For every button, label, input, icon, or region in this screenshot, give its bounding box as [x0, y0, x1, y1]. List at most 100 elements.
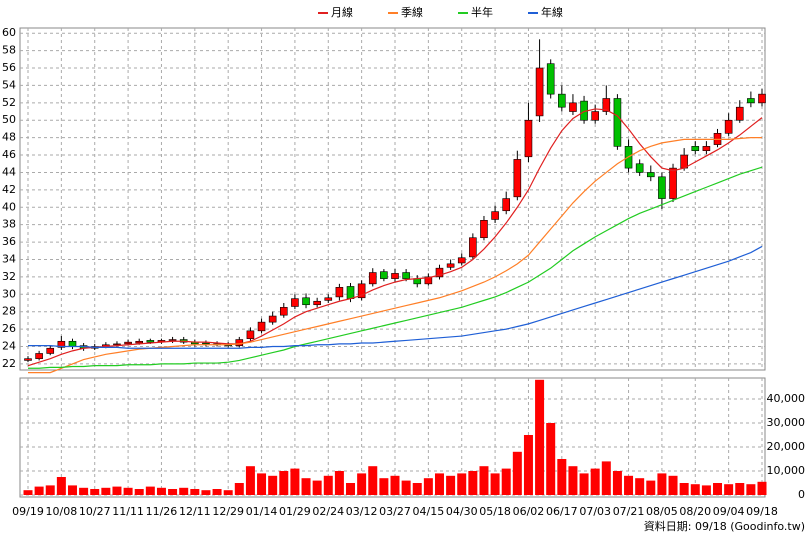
volume-bar: [257, 473, 267, 495]
candle-body: [168, 339, 177, 341]
y-tick-label: 10,000: [767, 464, 806, 477]
y-tick-label: 20,000: [767, 440, 806, 453]
volume-bar: [735, 483, 745, 495]
candle-body: [357, 283, 366, 299]
legend-label: 年線: [541, 5, 563, 19]
x-tick-label: 10/08: [46, 505, 78, 518]
candle-body: [313, 300, 321, 306]
y-tick-label: 24: [2, 340, 16, 353]
volume-bar: [612, 471, 622, 495]
volume-bar: [45, 485, 55, 495]
x-tick-label: 08/05: [646, 505, 678, 518]
candle-body: [646, 172, 655, 178]
candle-body: [457, 257, 466, 264]
volume-bar: [412, 483, 422, 495]
volume-bar: [190, 489, 200, 495]
y-tick-label: 56: [2, 61, 16, 74]
candle-body: [380, 271, 388, 279]
ma-line: [28, 245, 763, 349]
volume-bar: [212, 489, 222, 495]
volume-bar: [646, 480, 656, 495]
volume-bar: [112, 486, 122, 495]
candle-body: [735, 106, 744, 121]
y-tick-label: 22: [2, 357, 16, 370]
volume-bar: [334, 471, 344, 495]
volume-bar: [290, 468, 300, 495]
x-tick-label: 06/17: [546, 505, 578, 518]
y-tick-label: 34: [2, 252, 16, 265]
volume-bar: [624, 475, 634, 495]
y-tick-label: 30: [2, 287, 16, 300]
volume-bar: [601, 461, 611, 495]
x-tick-label: 01/14: [246, 505, 278, 518]
candle-body: [24, 358, 32, 361]
candle-body: [368, 272, 377, 285]
legend-label: 月線: [331, 5, 353, 19]
candle-body: [279, 307, 288, 316]
candle-body: [435, 267, 444, 278]
y-tick-label: 0: [798, 488, 805, 501]
legend-label: 半年: [471, 5, 493, 19]
volume-bar: [579, 473, 589, 495]
legend-label: 季線: [401, 5, 423, 19]
volume-bar: [701, 485, 711, 495]
y-tick-label: 60: [2, 26, 16, 39]
y-tick-label: 40,000: [767, 392, 806, 405]
volume-bar: [468, 471, 478, 495]
volume-bar: [557, 459, 567, 495]
volume-bar: [568, 466, 578, 495]
volume-bar: [501, 468, 511, 495]
x-tick-label: 12/29: [212, 505, 244, 518]
volume-bar: [56, 477, 66, 495]
x-tick-label: 09/19: [12, 505, 44, 518]
volume-bar: [535, 379, 545, 495]
y-tick-label: 42: [2, 183, 16, 196]
volume-bar: [357, 473, 367, 495]
candle-body: [202, 342, 210, 345]
volume-bar: [201, 490, 211, 495]
volume-bar: [401, 480, 411, 495]
candle-body: [569, 102, 577, 112]
candle-body: [57, 340, 66, 348]
candle-body: [480, 220, 488, 239]
candle-body: [691, 146, 700, 152]
y-tick-label: 44: [2, 165, 16, 178]
volume-bar: [546, 423, 556, 495]
candle-body: [758, 93, 766, 104]
candle-body: [135, 340, 144, 344]
volume-bar: [34, 486, 44, 495]
candle-body: [257, 321, 266, 332]
y-tick-label: 38: [2, 218, 16, 231]
candle-body: [124, 341, 132, 345]
volume-bar: [346, 483, 356, 495]
volume-bar: [457, 473, 467, 495]
volume-bar: [746, 484, 756, 495]
volume-bar: [668, 475, 678, 495]
x-tick-label: 03/27: [379, 505, 411, 518]
volume-bar: [23, 490, 33, 495]
volume-bar: [223, 490, 233, 495]
candle-body: [502, 198, 511, 212]
candle-body: [402, 272, 410, 279]
x-tick-label: 11/11: [112, 505, 144, 518]
y-tick-label: 54: [2, 78, 16, 91]
candle-body: [268, 315, 277, 323]
volume-bar: [434, 473, 444, 495]
x-tick-label: 08/20: [679, 505, 711, 518]
candle-body: [747, 98, 755, 104]
volume-bar: [690, 484, 700, 495]
x-tick-label: 01/29: [279, 505, 311, 518]
y-tick-label: 52: [2, 96, 16, 109]
candle-body: [558, 93, 566, 108]
volume-bar: [490, 473, 500, 495]
candle-body: [513, 159, 522, 198]
x-tick-label: 04/30: [446, 505, 478, 518]
volume-bar: [368, 466, 378, 495]
x-tick-label: 07/21: [613, 505, 645, 518]
x-tick-label: 03/12: [346, 505, 378, 518]
volume-bar: [724, 484, 734, 495]
y-tick-label: 32: [2, 270, 16, 283]
volume-bar: [156, 487, 166, 495]
volume-bar: [512, 451, 522, 495]
